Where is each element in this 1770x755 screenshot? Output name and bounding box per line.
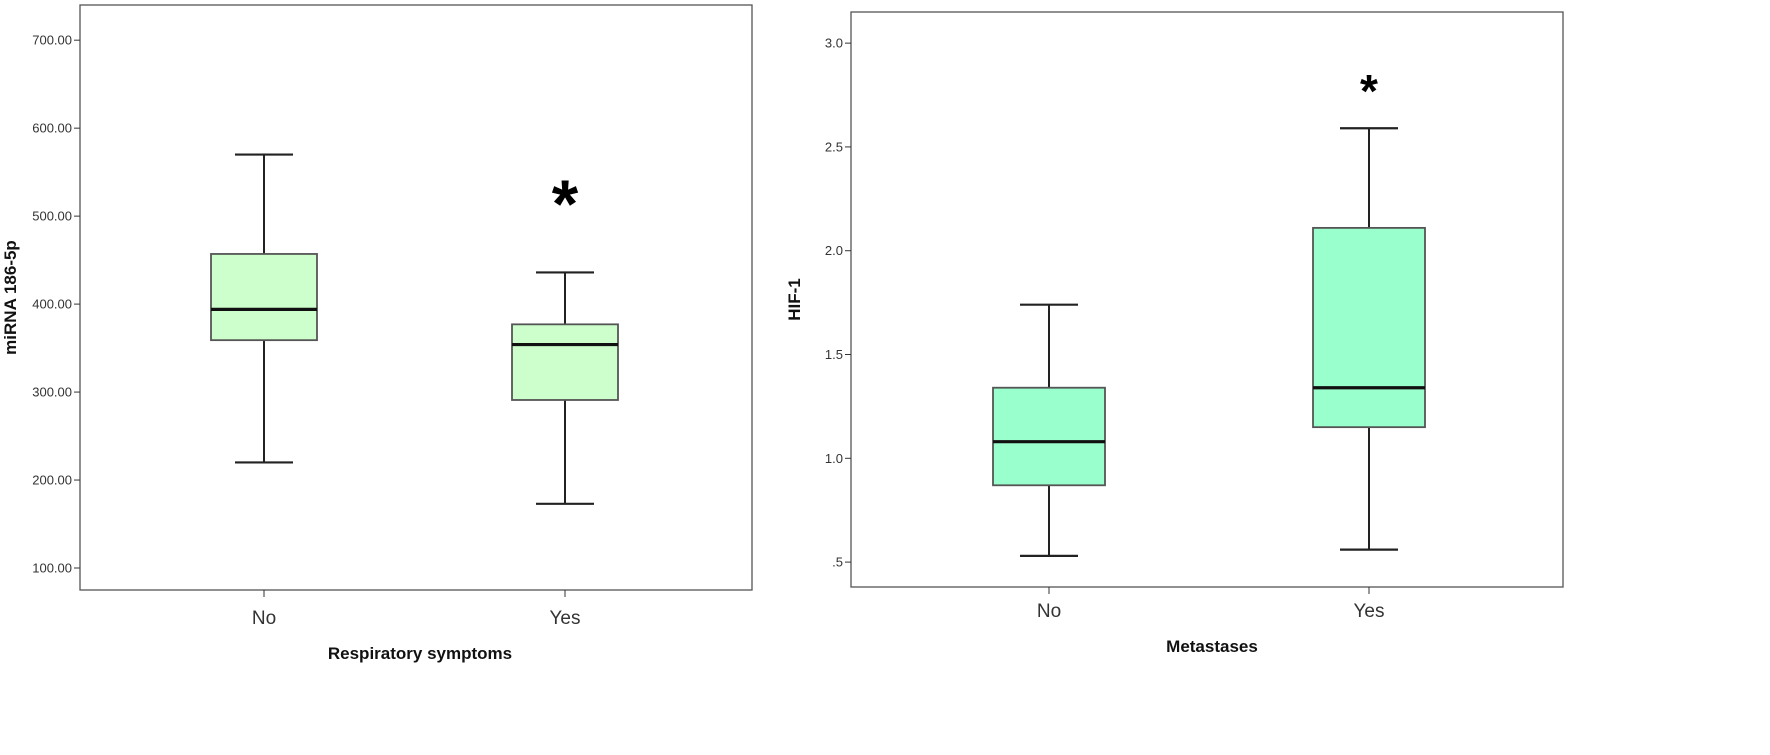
plot-frame bbox=[850, 11, 1564, 588]
significance-star: * bbox=[1360, 65, 1378, 117]
x-category-label: Yes bbox=[1354, 601, 1385, 622]
box-yes bbox=[511, 271, 619, 505]
box-no bbox=[210, 153, 318, 464]
y-tick-label: 500.00 bbox=[32, 209, 72, 224]
y-tick-label: 100.00 bbox=[32, 561, 72, 576]
y-tick-label: 300.00 bbox=[32, 385, 72, 400]
plot-frame bbox=[79, 4, 753, 591]
box-yes bbox=[1312, 127, 1426, 551]
y-tick-label: 200.00 bbox=[32, 473, 72, 488]
x-category-label: No bbox=[1037, 601, 1061, 622]
y-axis-title: miRNA 186-5p bbox=[1, 240, 20, 355]
iqr-box bbox=[1312, 226, 1426, 429]
y-tick-label: 400.00 bbox=[32, 297, 72, 312]
iqr-box bbox=[511, 323, 619, 401]
y-tick-label: 1.0 bbox=[825, 451, 843, 466]
x-axis-title: Metastases bbox=[1166, 637, 1258, 656]
y-tick-label: 1.5 bbox=[825, 347, 843, 362]
y-axis-title: HIF-1 bbox=[785, 278, 804, 321]
y-tick-label: 2.0 bbox=[825, 243, 843, 258]
y-tick-label: 700.00 bbox=[32, 33, 72, 48]
y-tick-label: 600.00 bbox=[32, 121, 72, 136]
y-tick-label: 3.0 bbox=[825, 36, 843, 51]
x-axis-title: Respiratory symptoms bbox=[328, 644, 512, 663]
significance-star: * bbox=[552, 166, 579, 242]
y-tick-label: .5 bbox=[832, 555, 843, 570]
box-no bbox=[992, 303, 1106, 557]
chart-hif1-metastases: .5 1.0 1.5 2.0 2.5 3.0 No Yes Metastases HIF-1 * bbox=[785, 11, 1564, 656]
chart-mirna-respiratory: 100.00 200.00 300.00 400.00 500.00 600.00 700.… bbox=[1, 4, 753, 663]
iqr-box bbox=[210, 253, 318, 342]
x-category-label: Yes bbox=[550, 608, 581, 629]
x-category-label: No bbox=[252, 608, 276, 629]
y-tick-label: 2.5 bbox=[825, 139, 843, 154]
iqr-box bbox=[992, 386, 1106, 487]
